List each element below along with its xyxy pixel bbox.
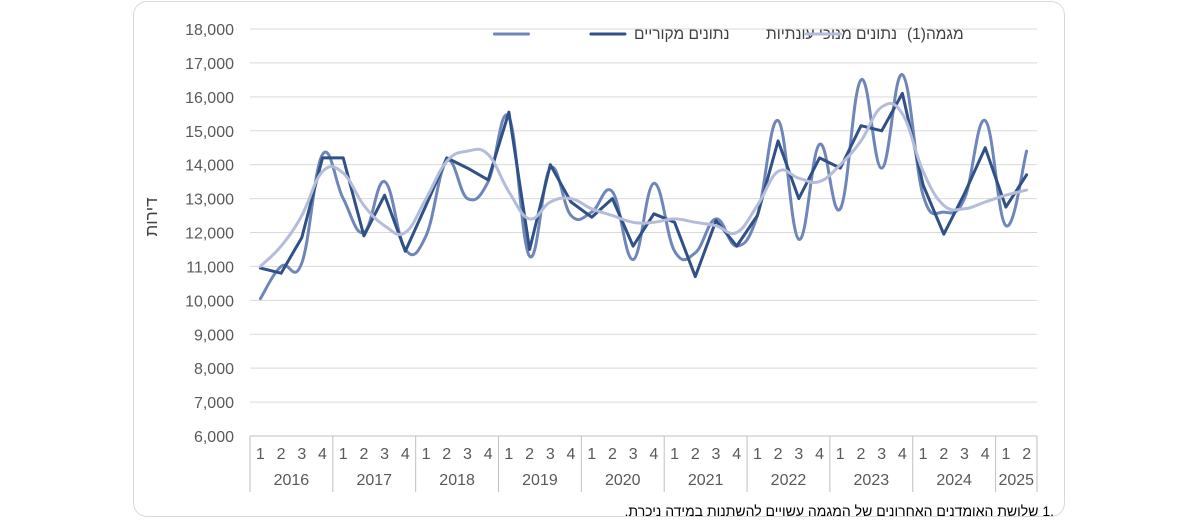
x-tick-label: 1 xyxy=(422,446,431,463)
year-label: 2024 xyxy=(936,472,972,489)
series-line-3 xyxy=(258,101,1029,268)
x-tick-label: 2 xyxy=(939,446,948,463)
series-line-2 xyxy=(258,91,1029,279)
legend: נתונים מקוריים נתונים מנוכי עונתיות מגמה(1… xyxy=(492,26,964,43)
x-tick-label: 4 xyxy=(567,446,576,463)
year-label: 2023 xyxy=(854,472,890,489)
x-tick-label: 2 xyxy=(277,446,286,463)
x-tick-label: 4 xyxy=(981,446,990,463)
y-tick-label: 17,000 xyxy=(185,56,234,73)
x-tick-label: 3 xyxy=(712,446,721,463)
x-tick-label: 3 xyxy=(960,446,969,463)
chart-svg: 6,0007,0008,0009,00010,00011,00012,00013… xyxy=(142,22,1038,492)
x-tick-label: 3 xyxy=(297,446,306,463)
x-tick-label: 3 xyxy=(380,446,389,463)
x-tick-label: 1 xyxy=(753,446,762,463)
x-tick-label: 2 xyxy=(359,446,368,463)
x-tick-label: 1 xyxy=(919,446,928,463)
chart-card: 6,000 7,000 8,000 9,000 10,000 11,000 12,000 13… xyxy=(133,1,1065,517)
series-layer xyxy=(258,73,1029,301)
y-tick-label: 7,000 xyxy=(194,395,234,412)
y-tick-label: 11,000 xyxy=(186,259,234,276)
x-tick-label: 3 xyxy=(546,446,555,463)
x-tick-label: 1 xyxy=(587,446,596,463)
y-tick-label: 8,000 xyxy=(194,361,234,378)
x-tick-label: 3 xyxy=(794,446,803,463)
x-tick-label: 2 xyxy=(525,446,534,463)
footnote: .1 שלושת האומדנים האחרונים של המגמה עשוי… xyxy=(624,503,1054,519)
x-tick-label: 4 xyxy=(732,446,741,463)
y-tick-label: 14,000 xyxy=(185,158,234,175)
x-tick-label: 2 xyxy=(691,446,700,463)
x-tick-label: 1 xyxy=(256,446,265,463)
x-tick-label: 2 xyxy=(774,446,783,463)
year-label: 2017 xyxy=(356,472,392,489)
x-tick-label: 2 xyxy=(442,446,451,463)
x-tick-label: 4 xyxy=(401,446,410,463)
x-tick-label: 3 xyxy=(629,446,638,463)
x-tick-label: 2 xyxy=(1022,446,1031,463)
y-axis-label: דירות xyxy=(142,197,161,236)
year-label: 2020 xyxy=(605,472,641,489)
x-tick-label: 4 xyxy=(649,446,658,463)
year-label: 2016 xyxy=(274,472,310,489)
axes: 6,0007,0008,0009,00010,00011,00012,00013… xyxy=(185,22,1038,492)
year-label: 2019 xyxy=(522,472,558,489)
series-line-1 xyxy=(258,73,1029,301)
y-tick-label: 12,000 xyxy=(185,226,234,243)
year-label: 2025 xyxy=(998,472,1034,489)
legend-label: מגמה(1) xyxy=(907,26,964,43)
x-tick-label: 4 xyxy=(318,446,327,463)
y-tick-label: 13,000 xyxy=(185,192,234,209)
y-tick-label: 16,000 xyxy=(185,90,234,107)
gridlines xyxy=(250,28,1037,437)
legend-label: נתונים מקוריים xyxy=(634,26,730,43)
x-tick-label: 2 xyxy=(857,446,866,463)
x-tick-label: 1 xyxy=(339,446,348,463)
y-tick-label: 15,000 xyxy=(185,124,234,141)
x-tick-label: 1 xyxy=(504,446,513,463)
x-tick-label: 2 xyxy=(608,446,617,463)
x-tick-label: 1 xyxy=(1001,446,1010,463)
y-tick-label: 9,000 xyxy=(194,327,234,344)
x-tick-label: 4 xyxy=(898,446,907,463)
year-label: 2021 xyxy=(688,472,724,489)
y-tick-label: 10,000 xyxy=(185,293,234,310)
x-tick-label: 1 xyxy=(670,446,679,463)
year-label: 2018 xyxy=(439,472,475,489)
year-label: 2022 xyxy=(771,472,807,489)
x-tick-label: 4 xyxy=(815,446,824,463)
y-tick-label: 6,000 xyxy=(194,429,234,446)
x-tick-label: 3 xyxy=(463,446,472,463)
x-tick-label: 3 xyxy=(877,446,886,463)
y-tick-label: 18,000 xyxy=(185,22,234,39)
x-tick-label: 1 xyxy=(836,446,845,463)
x-tick-label: 4 xyxy=(484,446,493,463)
